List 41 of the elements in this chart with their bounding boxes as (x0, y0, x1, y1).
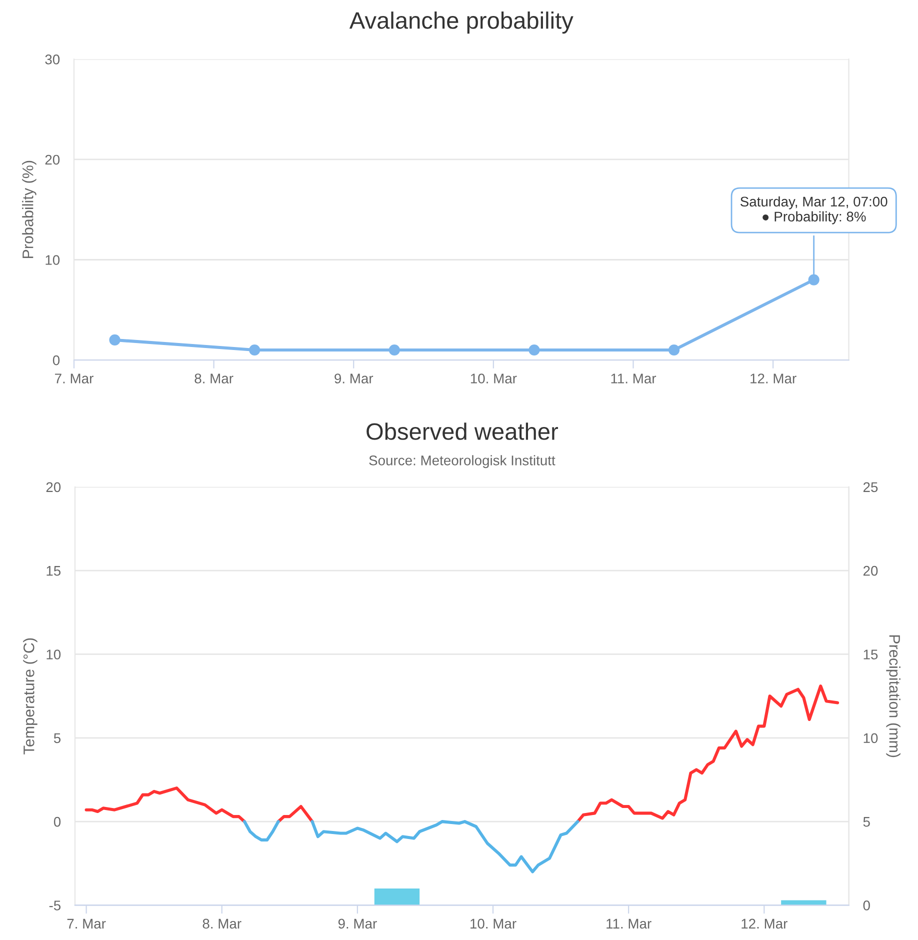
x-tick-label: 12. Mar (742, 918, 788, 929)
y-tick-label: 0 (52, 355, 60, 366)
x-tick-label: 10. Mar (470, 918, 516, 929)
x-tick-label: 8. Mar (194, 374, 234, 384)
y-tick-label: 10 (46, 255, 60, 265)
y-tick-label: 20 (46, 482, 61, 492)
y-axis-title: Probability (%) (22, 160, 36, 258)
point (109, 334, 120, 346)
x-tick-label: 7. Mar (67, 918, 106, 929)
y2-tick-label: 10 (864, 733, 878, 744)
chart-subtitle: Source: Meteorologisk Institutt (369, 455, 556, 468)
point (808, 274, 820, 286)
x-tick-label: 7. Mar (55, 374, 94, 384)
x-tick-label: 8. Mar (202, 918, 242, 929)
y-tick-label: 15 (46, 566, 61, 576)
y-tick-label: 30 (45, 54, 60, 64)
annotation: Saturday, Mar 12, 07:00 ● Probability: 8% (740, 196, 888, 224)
x-tick-label: 9. Mar (338, 918, 377, 929)
x-tick-label: 11. Mar (611, 374, 656, 384)
y2-tick-label: 20 (863, 566, 878, 576)
y2-tick-label: 0 (863, 900, 870, 910)
y-axis-title: Temperature (°C) (23, 638, 38, 754)
chart-title: Avalanche probability (349, 12, 574, 34)
y2-axis-title: Precipitation (mm) (886, 635, 900, 758)
y-tick-label: 5 (54, 733, 61, 744)
y-tick-label: -5 (49, 900, 61, 910)
y2-tick-label: 25 (863, 482, 878, 492)
y-tick-label: 20 (45, 154, 60, 165)
point (668, 344, 680, 356)
x-tick-label: 9. Mar (334, 374, 374, 384)
y-tick-label: 10 (46, 650, 61, 660)
x-tick-label: 10. Mar (470, 374, 517, 384)
x-tick-label: 11. Mar (606, 918, 652, 929)
y2-tick-label: 5 (863, 817, 870, 827)
point (528, 344, 540, 356)
point (388, 344, 400, 356)
x-tick-label: 12. Mar (750, 374, 796, 384)
y2-tick-label: 15 (864, 650, 878, 660)
y-tick-label: 0 (54, 816, 61, 827)
chart-title: Observed weather (366, 422, 558, 440)
point (249, 344, 260, 356)
